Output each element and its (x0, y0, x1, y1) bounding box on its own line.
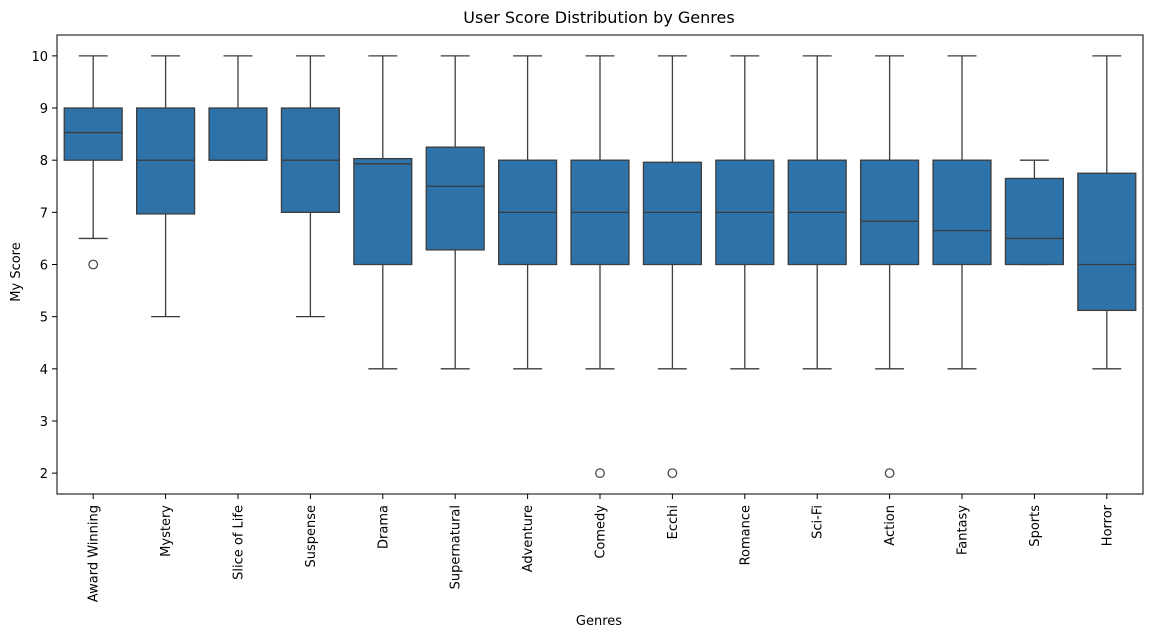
x-tick-label: Sci-Fi (811, 505, 826, 539)
box-horror (1077, 172, 1137, 312)
y-tick-label: 10 (31, 50, 48, 65)
x-axis-label: Genres (576, 614, 622, 629)
outlier-point (595, 468, 605, 479)
box-supernatural (425, 146, 485, 251)
y-tick-label: 3 (40, 415, 48, 430)
x-tick-label: Adventure (521, 505, 536, 572)
plot-area: 2 3 4 5 6 7 8 9 10 Award Winning Mystery Slice of L… (31, 34, 1144, 602)
y-axis-label: My Score (9, 242, 24, 301)
box-sports (1004, 177, 1065, 266)
box-drama (353, 157, 413, 266)
x-tick-label: Supernatural (449, 505, 464, 589)
x-tick-label: Suspense (304, 505, 319, 568)
box-ecchi (642, 161, 703, 266)
x-tick-label: Award Winning (87, 505, 102, 602)
y-tick-label: 5 (40, 311, 48, 326)
box-action (859, 159, 920, 266)
box-mystery (135, 107, 196, 215)
box-award-winning (63, 107, 123, 161)
x-tick-label: Fantasy (956, 505, 971, 555)
plot-frame (56, 34, 1144, 495)
outlier-point (667, 468, 678, 479)
x-tick-label: Sports (1028, 505, 1043, 547)
x-tick-label: Horror (1100, 504, 1115, 546)
outlier-point (884, 468, 895, 479)
y-tick-label: 7 (40, 206, 48, 221)
x-tick-label: Mystery (159, 505, 174, 557)
chart-title: User Score Distribution by Genres (463, 8, 734, 27)
x-tick-label: Drama (376, 505, 391, 549)
x-tick-label: Action (883, 505, 898, 546)
box-slice-of-life (208, 107, 268, 161)
y-tick-label: 6 (40, 259, 48, 274)
x-tick-label: Romance (738, 505, 753, 565)
outlier-point (88, 259, 99, 270)
x-tick-label: Comedy (594, 505, 609, 559)
y-tick-label: 2 (40, 467, 48, 482)
x-tick-label: Ecchi (666, 505, 681, 539)
y-tick-label: 9 (40, 102, 48, 117)
y-tick-label: 4 (40, 363, 48, 378)
box-fantasy (932, 159, 992, 266)
x-tick-label: Slice of Life (232, 505, 247, 580)
y-tick-label: 8 (40, 154, 48, 169)
